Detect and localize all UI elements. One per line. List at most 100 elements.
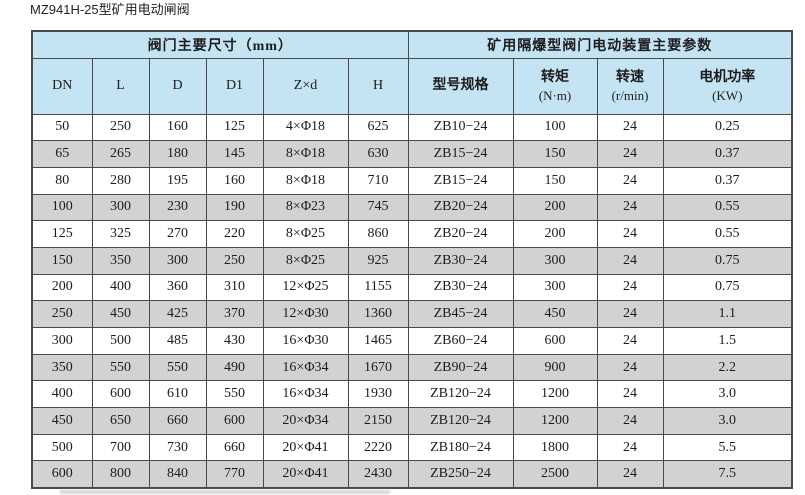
cell: 100 — [512, 113, 598, 142]
cell: 160 — [205, 166, 264, 195]
cell: ZB15−24 — [407, 166, 514, 195]
cell: 1200 — [512, 380, 598, 409]
cell: 8×Φ23 — [262, 193, 349, 222]
cell: 270 — [148, 220, 207, 248]
cell: 24 — [596, 220, 664, 248]
cell: ZB20−24 — [407, 193, 514, 222]
cell: 200 — [31, 273, 93, 302]
cell: 610 — [148, 380, 207, 409]
cell: 0.55 — [662, 193, 793, 222]
column-sub-label: (r/min) — [611, 87, 649, 103]
cell: 8×Φ25 — [262, 220, 349, 248]
table-row: 150 350 300 250 8×Φ25 925 ZB30−24 300 24 0.75 — [31, 246, 793, 275]
cell: 300 — [148, 246, 207, 275]
cell: 8×Φ18 — [262, 140, 349, 168]
cell: 3.0 — [662, 380, 793, 409]
cell: 5.5 — [662, 433, 793, 462]
cell: 1465 — [347, 327, 409, 355]
cell: 65 — [31, 140, 93, 168]
cell: 300 — [512, 273, 598, 302]
cell: 625 — [347, 113, 409, 142]
table-row: 50 250 160 125 4×Φ18 625 ZB10−24 100 24 0.25 — [31, 113, 793, 142]
cell: ZB180−24 — [407, 433, 514, 462]
cell: 250 — [91, 113, 150, 142]
column-label: DN — [52, 78, 73, 93]
table-row: 125 325 270 220 8×Φ25 860 ZB20−24 200 24 0.55 — [31, 220, 793, 248]
cell: 250 — [205, 246, 264, 275]
column-sub-label: (N·m) — [538, 87, 572, 103]
table-row: 400 600 610 550 16×Φ34 1930 ZB120−24 1200 24 3.0 — [31, 380, 793, 409]
cell: 24 — [596, 273, 664, 302]
cell: 265 — [91, 140, 150, 168]
cell: 2430 — [347, 460, 409, 489]
group-header: 阀门主要尺寸（mm） — [31, 30, 409, 59]
cell: 24 — [596, 246, 664, 275]
cell: 2.2 — [662, 353, 793, 382]
cell: 145 — [205, 140, 264, 168]
cell: 485 — [148, 327, 207, 355]
cell: 1.1 — [662, 300, 793, 328]
spec-table: 阀门主要尺寸（mm） 矿用隔爆型阀门电动装置主要参数 DN L D D1 Z×d H 型号规格 转… — [31, 30, 794, 489]
cell: 450 — [31, 407, 93, 435]
cell: 860 — [347, 220, 409, 248]
cell: 24 — [596, 380, 664, 409]
cell: 16×Φ34 — [262, 380, 349, 409]
column-label: 转速 — [616, 69, 645, 85]
cell: 745 — [347, 193, 409, 222]
cell: 660 — [205, 433, 264, 462]
cell: 350 — [91, 246, 150, 275]
cell: 0.55 — [662, 220, 793, 248]
cell: 24 — [596, 300, 664, 328]
cell: 600 — [512, 327, 598, 355]
cell: 0.25 — [662, 113, 793, 142]
column-header: D — [148, 57, 207, 115]
cell: 400 — [91, 273, 150, 302]
table-header: 阀门主要尺寸（mm） 矿用隔爆型阀门电动装置主要参数 DN L D D1 Z×d H 型号规格 转… — [31, 30, 793, 115]
cell: 660 — [148, 407, 207, 435]
cell: ZB20−24 — [407, 220, 514, 248]
cell: ZB45−24 — [407, 300, 514, 328]
cell: ZB60−24 — [407, 327, 514, 355]
cell: 300 — [512, 246, 598, 275]
page-title: MZ941H-25型矿用电动闸阀 — [30, 2, 190, 17]
cell: 600 — [91, 380, 150, 409]
column-header: 转矩 (N·m) — [512, 57, 598, 115]
column-label: Z×d — [293, 78, 318, 93]
cell: 150 — [31, 246, 93, 275]
column-header: 型号规格 — [407, 57, 514, 115]
cell: 1670 — [347, 353, 409, 382]
table-row: 500 700 730 660 20×Φ41 2220 ZB180−24 1800 24 5.5 — [31, 433, 793, 462]
cell: 150 — [512, 140, 598, 168]
cell: 3.0 — [662, 407, 793, 435]
cell: ZB15−24 — [407, 140, 514, 168]
cell: 770 — [205, 460, 264, 489]
group-header: 矿用隔爆型阀门电动装置主要参数 — [407, 30, 793, 59]
cutoff-text-remnant — [60, 490, 390, 494]
cell: 4×Φ18 — [262, 113, 349, 142]
cell: ZB120−24 — [407, 380, 514, 409]
cell: 0.37 — [662, 166, 793, 195]
cell: 350 — [31, 353, 93, 382]
cell: 280 — [91, 166, 150, 195]
cell: 24 — [596, 407, 664, 435]
cell: 12×Φ30 — [262, 300, 349, 328]
cell: 2220 — [347, 433, 409, 462]
cell: 630 — [347, 140, 409, 168]
cell: 125 — [205, 113, 264, 142]
column-sub-label: (KW) — [712, 87, 743, 103]
cell: 370 — [205, 300, 264, 328]
column-header: 转速 (r/min) — [596, 57, 664, 115]
cell: ZB30−24 — [407, 273, 514, 302]
column-label: L — [116, 78, 125, 93]
cell: 20×Φ41 — [262, 433, 349, 462]
cell: 500 — [31, 433, 93, 462]
column-header: 电机功率 (KW) — [662, 57, 793, 115]
cell: 2150 — [347, 407, 409, 435]
cell: 12×Φ25 — [262, 273, 349, 302]
cell: 250 — [31, 300, 93, 328]
cell: 840 — [148, 460, 207, 489]
column-label: 电机功率 — [699, 69, 756, 85]
cell: 430 — [205, 327, 264, 355]
cell: 1.5 — [662, 327, 793, 355]
column-label: D — [172, 78, 183, 93]
